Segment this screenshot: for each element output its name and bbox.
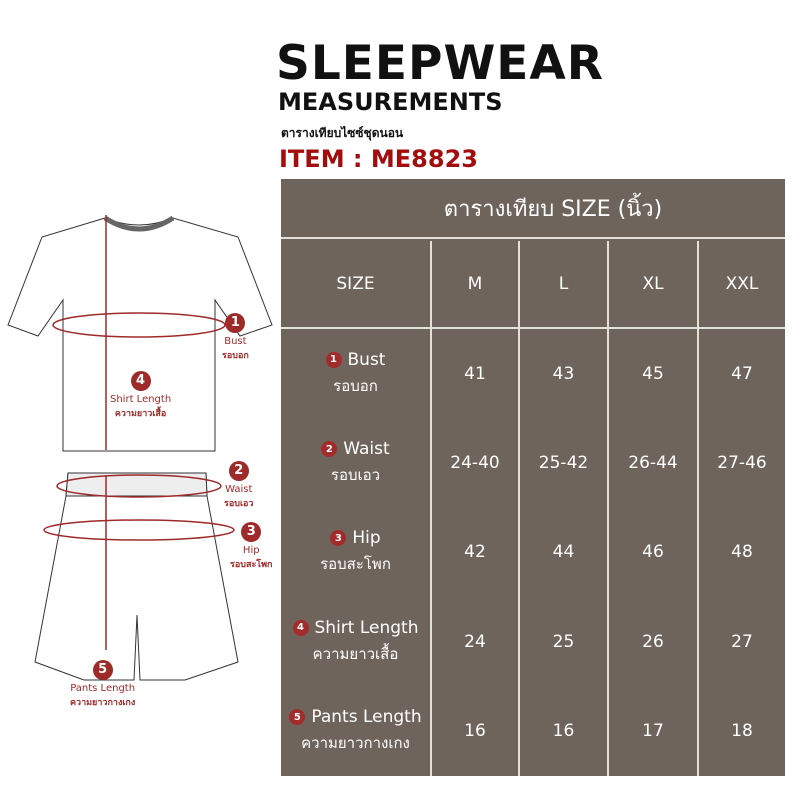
thai-label: รอบสะโพก [320,555,391,574]
thai-label: ความยาวกางเกง [301,734,410,753]
shorts-outline [34,472,239,681]
table-cell: 18 [697,686,785,776]
annotation-shirt-length: 4 Shirt Length ความยาวเสื้อ [110,371,172,419]
thai-label: ความยาวเสื้อ [312,644,399,663]
row-label: 2 Waist รอบเอว [281,418,430,507]
column-header: XXL [697,241,785,329]
item-code: ITEM : ME8823 [279,145,478,173]
number-badge: 4 [292,619,309,636]
label-text: Hip [352,528,381,549]
table-cell: 48 [697,507,785,598]
garment-diagram [7,215,273,681]
table-cell: 24-40 [430,418,518,508]
table-cell: 24 [430,597,518,687]
measure-name: 1 Bust [325,349,386,370]
table-cell: 27-46 [697,418,785,508]
table-cell: 26-44 [607,418,697,508]
title: SLEEPWEAR [276,36,604,91]
table-cell: 27 [697,597,785,687]
table-cell: 26 [607,597,697,687]
annotation-hip: 3 Hip รอบสะโพก [230,522,273,570]
table-cell: 44 [518,507,607,598]
number-badge: 2 [321,441,338,458]
number-badge: 3 [330,530,347,547]
table-cell: 41 [430,329,518,419]
table-cell: 47 [697,329,785,419]
row-label: 5 Pants Length ความยาวกางเกง [281,687,430,776]
column-header: M [430,241,518,329]
thai-label: รอบอก [333,376,378,395]
thai-subtitle: ตารางเทียบไซซ์ชุดนอน [281,126,404,140]
table-cell: 16 [518,686,607,776]
column-header: XL [607,241,697,329]
annotation-pants-length: 5 Pants Length ความยาวกางเกง [70,660,136,708]
table-cell: 16 [430,686,518,776]
label-text: Pants Length [311,707,422,728]
annotation-bust: 1 Bust รอบอก [222,313,249,361]
column-header: L [518,241,607,329]
row-label: 4 Shirt Length ความยาวเสื้อ [281,597,430,686]
table-cell: 42 [430,507,518,598]
column-header: SIZE [281,241,430,329]
subtitle: MEASUREMENTS [278,88,503,116]
measure-name: 3 Hip [330,528,381,549]
size-table: ตารางเทียบ SIZE (นิ้ว) SIZE M L XL XXL 1 Bust ร… [281,179,785,776]
table-cell: 25-42 [518,418,607,508]
table-cell: 46 [607,507,697,598]
annotation-waist: 2 Waist รอบเอว [224,461,254,509]
label-text: Shirt Length [314,617,419,638]
number-badge: 1 [325,351,342,368]
label-text: Waist [343,439,390,460]
table-title: ตารางเทียบ SIZE (นิ้ว) [281,179,785,239]
thai-label: รอบเอว [330,466,381,485]
measure-name: 5 Pants Length [289,707,422,728]
label-text: Bust [347,349,386,370]
row-label: 3 Hip รอบสะโพก [281,508,430,597]
table-cell: 45 [607,329,697,419]
table-cell: 25 [518,597,607,687]
table-cell: 43 [518,329,607,419]
measure-name: 4 Shirt Length [292,617,419,638]
number-badge: 5 [289,709,306,726]
row-label: 1 Bust รอบอก [281,329,430,418]
measure-name: 2 Waist [321,439,390,460]
table-cell: 17 [607,686,697,776]
